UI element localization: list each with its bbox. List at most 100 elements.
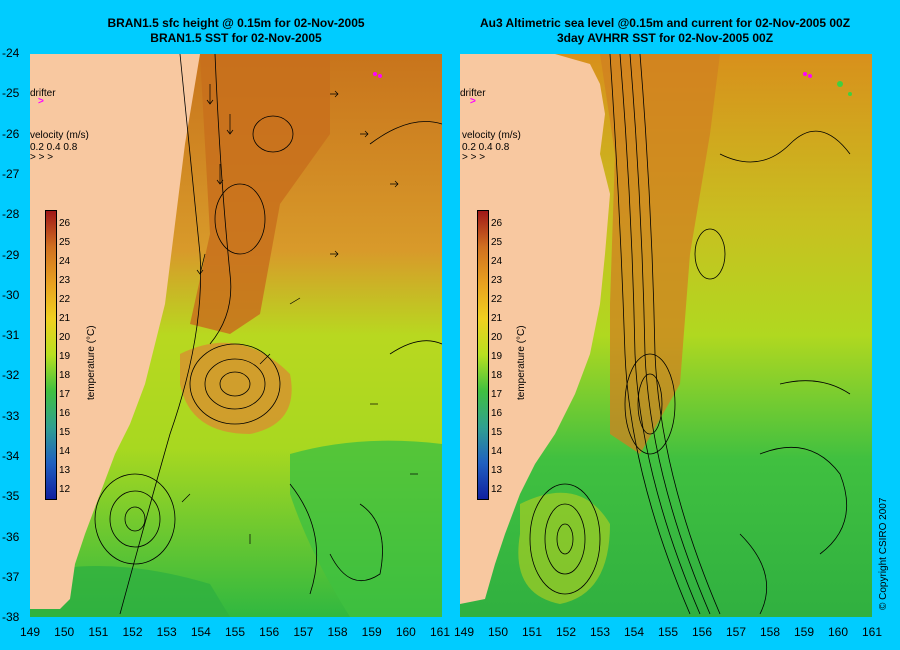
warm-current-region — [600, 54, 720, 454]
x-tick-label: 157 — [725, 625, 747, 639]
x-tick-label: 150 — [487, 625, 509, 639]
land-mass — [30, 54, 200, 609]
colorbar-tick-label: 20 — [59, 332, 71, 343]
warm-eddy-region — [180, 342, 292, 434]
left-colorbar — [45, 210, 57, 500]
y-tick-label: -33 — [2, 408, 20, 423]
y-tick-label: -38 — [2, 610, 20, 625]
left-velocity-title: velocity (m/s) — [30, 130, 89, 141]
y-tick-label: -36 — [2, 529, 20, 544]
velocity-arrows — [181, 84, 418, 544]
colorbar-tick-label: 25 — [491, 237, 503, 248]
colorbar-tick-label: 14 — [491, 446, 503, 457]
left-velocity-arrows: > > > — [30, 152, 54, 163]
colorbar-tick-label: 25 — [59, 237, 71, 248]
left-title-line1: BRAN1.5 sfc height @ 0.15m for 02-Nov-20… — [107, 16, 365, 30]
colorbar-tick-label: 14 — [59, 446, 71, 457]
right-map-svg — [460, 54, 872, 617]
x-tick-label: 149 — [19, 625, 41, 639]
y-tick-label: -29 — [2, 247, 20, 262]
colorbar-tick-label: 22 — [491, 294, 503, 305]
right-velocity-title: velocity (m/s) — [462, 130, 521, 141]
y-tick-label: -31 — [2, 328, 20, 343]
warm-current-region — [190, 54, 330, 334]
right-panel-title: Au3 Altimetric sea level @0.15m and curr… — [458, 16, 872, 46]
y-tick-label: -24 — [2, 46, 20, 60]
x-tick-label: 156 — [691, 625, 713, 639]
y-tick-label: -26 — [2, 126, 20, 141]
colorbar-tick-label: 22 — [59, 294, 71, 305]
right-velocity-scale: 0.2 0.4 0.8 — [462, 142, 510, 153]
right-colorbar — [477, 210, 489, 500]
x-tick-label: 158 — [327, 625, 348, 639]
right-title-line1: Au3 Altimetric sea level @0.15m and curr… — [479, 16, 851, 30]
left-drifter-label: drifter — [30, 88, 56, 99]
x-tick-label: 152 — [122, 625, 143, 639]
y-tick-label: -30 — [2, 287, 20, 302]
colorbar-tick-label: 16 — [491, 408, 503, 419]
x-tick-label: 161 — [861, 625, 883, 639]
colorbar-tick-label: 20 — [491, 332, 503, 343]
colorbar-tick-label: 17 — [59, 389, 71, 400]
colorbar-tick-label: 13 — [59, 465, 71, 476]
colorbar-tick-label: 23 — [59, 275, 71, 286]
colorbar-tick-label: 13 — [491, 465, 503, 476]
colorbar-tick-label: 21 — [491, 313, 503, 324]
left-velocity-scale: 0.2 0.4 0.8 — [30, 142, 78, 153]
right-drifter-label: drifter — [460, 88, 486, 99]
x-tick-label: 161 — [429, 625, 451, 639]
x-tick-label: 158 — [759, 625, 781, 639]
x-tick-label: 153 — [589, 625, 611, 639]
sea-level-contours — [529, 54, 851, 615]
x-tick-label: 150 — [54, 625, 75, 639]
cool-water-region — [290, 440, 442, 617]
warm-eddy-region — [518, 492, 610, 604]
x-tick-label: 160 — [395, 625, 416, 639]
colorbar-tick-label: 15 — [59, 427, 71, 438]
y-tick-label: -37 — [2, 569, 20, 584]
colorbar-tick-label: 12 — [59, 484, 71, 495]
colorbar-tick-label: 17 — [491, 389, 503, 400]
left-map-svg — [30, 54, 442, 617]
colorbar-tick-label: 16 — [59, 408, 71, 419]
x-tick-label: 152 — [555, 625, 577, 639]
colorbar-tick-label: 24 — [59, 256, 71, 267]
x-tick-label: 151 — [88, 625, 109, 639]
cloud-gaps — [837, 81, 852, 96]
colorbar-tick-label: 23 — [491, 275, 503, 286]
right-title-line2: 3day AVHRR SST for 02-Nov-2005 00Z — [556, 31, 774, 45]
y-tick-label: -28 — [2, 207, 20, 222]
copyright-notice: © Copyright CSIRO 2007 — [878, 497, 889, 610]
colorbar-tick-label: 21 — [59, 313, 71, 324]
x-tick-label: 151 — [521, 625, 543, 639]
right-velocity-arrows: > > > — [462, 152, 486, 163]
cool-water-south — [30, 566, 230, 617]
right-drifter-icon: > — [470, 96, 476, 107]
left-panel-title: BRAN1.5 sfc height @ 0.15m for 02-Nov-20… — [30, 16, 442, 46]
colorbar-tick-label: 26 — [491, 218, 503, 229]
y-tick-label: -32 — [2, 368, 20, 383]
x-tick-label: 160 — [827, 625, 849, 639]
left-drifter-icon: > — [38, 96, 44, 107]
x-tick-label: 156 — [259, 625, 280, 639]
x-tick-label: 155 — [224, 625, 246, 639]
colorbar-tick-label: 15 — [491, 427, 503, 438]
x-tick-label: 154 — [190, 625, 211, 639]
left-map-panel — [30, 54, 442, 617]
x-tick-label: 157 — [293, 625, 314, 639]
colorbar-tick-label: 26 — [59, 218, 71, 229]
y-tick-label: -25 — [2, 86, 20, 101]
x-tick-label: 153 — [156, 625, 177, 639]
y-tick-label: -34 — [2, 449, 20, 463]
right-colorbar-label: temperature (°C) — [516, 325, 527, 400]
left-colorbar-label: temperature (°C) — [86, 325, 97, 400]
right-map-panel — [460, 54, 872, 617]
colorbar-tick-label: 24 — [491, 256, 503, 267]
left-title-line2: BRAN1.5 SST for 02-Nov-2005 — [150, 31, 322, 45]
height-contours — [94, 54, 442, 615]
x-tick-label: 149 — [453, 625, 475, 639]
x-tick-label: 155 — [657, 625, 679, 639]
x-tick-label: 159 — [361, 625, 382, 639]
drifter-marker — [803, 72, 812, 78]
colorbar-tick-label: 12 — [491, 484, 503, 495]
